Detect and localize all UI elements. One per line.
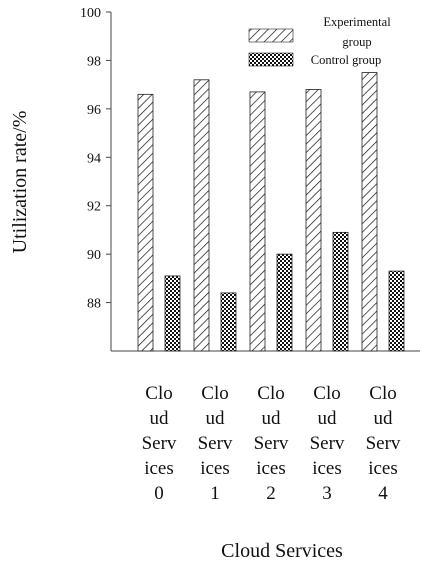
x-category-label-line: 4 xyxy=(378,483,388,504)
experimental-bar-4 xyxy=(361,72,378,352)
x-category-label-line: Serv xyxy=(254,433,289,454)
experimental-bar-2 xyxy=(249,91,266,352)
x-category-label-line: ud xyxy=(150,408,170,429)
y-tick-label: 100 xyxy=(80,6,101,21)
legend-label: group xyxy=(342,35,371,49)
x-category-label-line: ud xyxy=(318,408,338,429)
x-category-label-line: Clo xyxy=(145,383,172,404)
legend: Experimental group Control group xyxy=(248,15,391,67)
x-axis-title: Cloud Services xyxy=(221,540,343,562)
y-tick-label: 92 xyxy=(87,200,101,215)
x-category-label-line: 0 xyxy=(154,483,164,504)
x-category-label-line: ud xyxy=(206,408,226,429)
x-category-label-line: Serv xyxy=(142,433,177,454)
axes: 88 90 92 94 96 98 100 xyxy=(80,6,420,352)
x-category-label-line: Serv xyxy=(198,433,233,454)
x-category-label-line: 2 xyxy=(266,483,276,504)
legend-swatch-control xyxy=(248,52,294,67)
control-bar-2 xyxy=(276,253,293,352)
x-category-label-line: Clo xyxy=(201,383,228,404)
x-category-label-line: ices xyxy=(368,458,398,479)
x-category-label-line: ices xyxy=(144,458,174,479)
y-tick-label: 94 xyxy=(87,151,101,166)
x-category-label-line: Serv xyxy=(366,433,401,454)
x-category-label-line: ud xyxy=(374,408,394,429)
category-labels: Clo ud Serv ices 0 Clo ud Serv ices 1 Clo ud Serv ice… xyxy=(142,383,401,504)
control-bar-3 xyxy=(332,231,349,352)
y-tick-label: 88 xyxy=(87,297,101,312)
x-category-label-line: Clo xyxy=(369,383,396,404)
control-bar-0 xyxy=(164,275,181,352)
x-category-label-line: 3 xyxy=(322,483,332,504)
control-bar-1 xyxy=(220,292,237,352)
x-category-label-line: Clo xyxy=(257,383,284,404)
experimental-bar-0 xyxy=(137,93,154,352)
x-category-label-line: ud xyxy=(262,408,282,429)
experimental-bar-3 xyxy=(305,89,322,352)
x-category-label-line: ices xyxy=(256,458,286,479)
x-category-label-line: Serv xyxy=(310,433,345,454)
x-category-label-line: Clo xyxy=(313,383,340,404)
control-bar-4 xyxy=(388,270,405,352)
legend-label: Experimental xyxy=(323,15,391,29)
bars xyxy=(137,72,405,352)
y-tick-label: 90 xyxy=(87,248,101,263)
y-tick-label: 98 xyxy=(87,54,101,69)
y-tick-label: 96 xyxy=(87,103,101,118)
x-category-label-line: ices xyxy=(312,458,342,479)
x-category-label-line: 1 xyxy=(210,483,220,504)
y-axis-title: Utilization rate/% xyxy=(9,111,31,254)
legend-label: Control group xyxy=(311,53,381,67)
experimental-bar-1 xyxy=(193,79,210,352)
x-category-label-line: ices xyxy=(200,458,230,479)
legend-swatch-experimental xyxy=(248,28,294,43)
